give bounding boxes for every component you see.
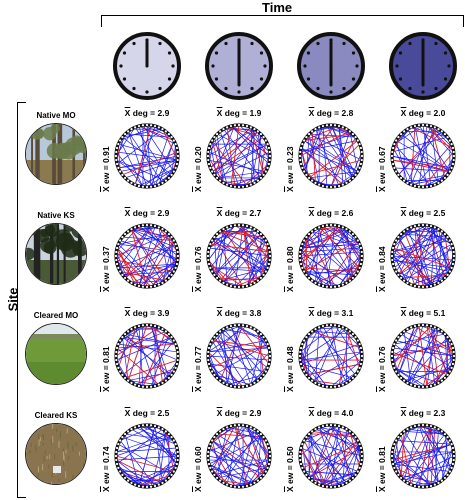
mean-degree-label: X deg = 2.5 (124, 408, 170, 418)
clock-icon (297, 32, 365, 100)
site-bracket (17, 102, 26, 498)
network-graph (114, 223, 180, 289)
mean-edge-weight-label: X ew = 0.60 (193, 446, 203, 492)
time-axis-title: Time (262, 0, 293, 15)
mean-edge-weight-label: X ew = 0.48 (285, 346, 295, 392)
mean-edge-weight-label: X ew = 0.67 (377, 146, 387, 192)
clock-icon (389, 32, 457, 100)
network-graph (298, 323, 364, 389)
mean-edge-weight-label: X ew = 0.76 (193, 246, 203, 292)
site-photo (25, 423, 87, 485)
mean-degree-label: X deg = 1.9 (216, 108, 262, 118)
mean-degree-label: X deg = 2.0 (400, 108, 446, 118)
clock-icon (205, 32, 273, 100)
mean-degree-label: X deg = 5.1 (400, 308, 446, 318)
network-graph (390, 123, 456, 189)
site-label: Native KS (37, 211, 75, 220)
mean-edge-weight-label: X ew = 0.84 (377, 246, 387, 292)
mean-edge-weight-label: X ew = 0.91 (101, 146, 111, 192)
mean-edge-weight-label: X ew = 0.80 (285, 246, 295, 292)
mean-degree-label: X deg = 4.0 (308, 408, 354, 418)
mean-degree-label: X deg = 3.9 (124, 308, 170, 318)
mean-degree-label: X deg = 3.1 (308, 308, 354, 318)
mean-edge-weight-label: X ew = 0.81 (377, 446, 387, 492)
site-photo (25, 323, 87, 385)
network-graph (114, 423, 180, 489)
clock-icon (113, 32, 181, 100)
network-graph (390, 323, 456, 389)
network-graph (206, 323, 272, 389)
mean-degree-label: X deg = 2.3 (400, 408, 446, 418)
mean-degree-label: X deg = 2.8 (308, 108, 354, 118)
mean-edge-weight-label: X ew = 0.20 (193, 146, 203, 192)
mean-degree-label: X deg = 2.6 (308, 208, 354, 218)
mean-edge-weight-label: X ew = 0.74 (101, 446, 111, 492)
mean-edge-weight-label: X ew = 0.23 (285, 146, 295, 192)
network-graph (114, 323, 180, 389)
mean-degree-label: X deg = 2.5 (400, 208, 446, 218)
mean-degree-label: X deg = 2.9 (124, 208, 170, 218)
network-graph (206, 123, 272, 189)
site-photo (25, 223, 87, 285)
mean-edge-weight-label: X ew = 0.77 (193, 346, 203, 392)
mean-degree-label: X deg = 3.8 (216, 308, 262, 318)
mean-edge-weight-label: X ew = 0.37 (101, 246, 111, 292)
network-graph (206, 223, 272, 289)
mean-edge-weight-label: X ew = 0.50 (285, 446, 295, 492)
network-graph (390, 223, 456, 289)
site-photo (25, 123, 87, 185)
network-graph (390, 423, 456, 489)
mean-edge-weight-label: X ew = 0.76 (377, 346, 387, 392)
network-graph (298, 223, 364, 289)
site-label: Cleared MO (33, 311, 79, 320)
network-graph (298, 123, 364, 189)
mean-edge-weight-label: X ew = 0.81 (101, 346, 111, 392)
network-graph (298, 423, 364, 489)
network-graph (114, 123, 180, 189)
mean-degree-label: X deg = 2.9 (124, 108, 170, 118)
time-bracket (101, 15, 464, 27)
site-label: Cleared KS (34, 411, 78, 420)
network-graph (206, 423, 272, 489)
site-label: Native MO (36, 111, 76, 120)
mean-degree-label: X deg = 2.7 (216, 208, 262, 218)
mean-degree-label: X deg = 2.9 (216, 408, 262, 418)
